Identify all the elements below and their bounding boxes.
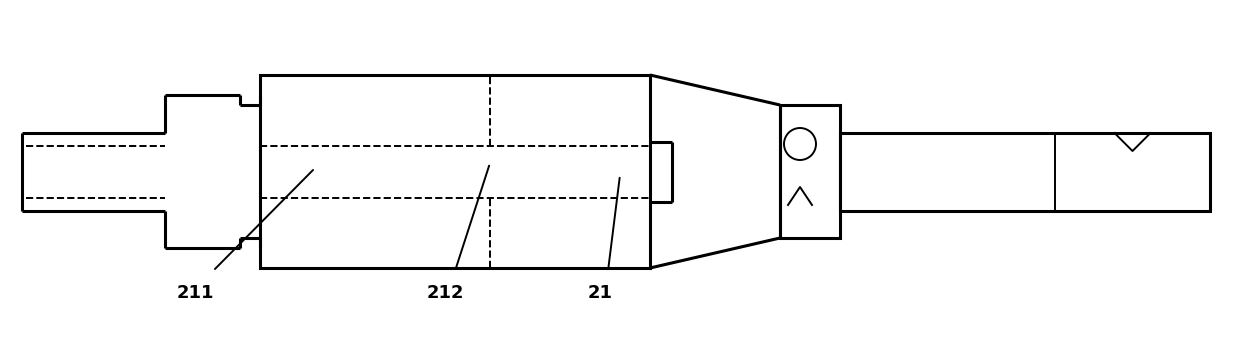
Bar [260,75,650,268]
Text: 211: 211 [176,284,213,302]
Circle shape [784,128,816,160]
Bar [780,105,839,238]
Text: 21: 21 [588,284,613,302]
Bar [839,133,1210,211]
Text: 212: 212 [427,284,464,302]
